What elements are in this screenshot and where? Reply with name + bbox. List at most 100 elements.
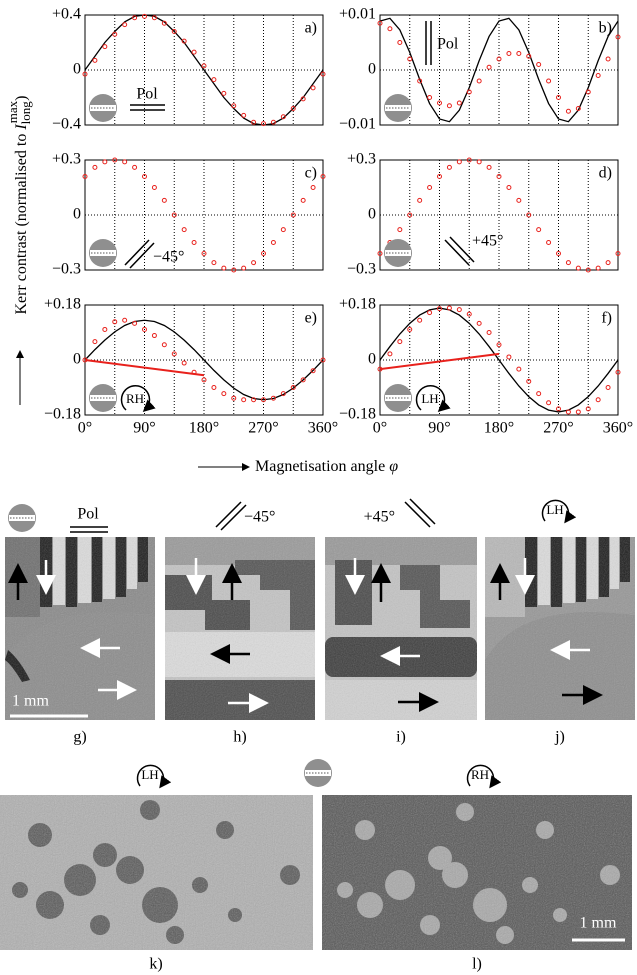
annotation: LH [421,391,438,406]
panel-label: j) [554,729,565,746]
data-point [388,352,392,356]
pol-symbol [426,21,431,65]
data-point [162,198,166,202]
setting-label: −45° [244,509,275,526]
y-tick-label: 0 [368,351,376,368]
data-point [398,340,402,344]
data-point [487,65,491,69]
data-point [566,261,570,265]
y-tick-label: −0.3 [347,261,376,278]
data-point [457,308,461,312]
pol-symbol [216,502,246,530]
data-point [93,340,97,344]
data-point [447,165,451,169]
data-point [547,241,551,245]
setup-icon [89,94,117,122]
data-point [438,101,442,105]
x-axis-label: Magnetisation angle φ [255,458,398,475]
annotation: Pol [136,86,158,103]
y-tick-label: −0.01 [339,116,376,133]
setup-icon [8,504,36,532]
x-tick-label: 90° [133,420,155,437]
setting-label: LH [141,767,158,782]
x-tick-label: 360° [308,420,338,437]
data-point [507,355,511,359]
setting-label: RH [471,767,489,782]
data-point [242,398,246,402]
panel-label: h) [233,729,246,746]
data-point [418,318,422,322]
pol-symbol [405,499,435,527]
y-tick-label: 0 [73,206,81,223]
setup-icon [89,384,117,412]
data-point [517,198,521,202]
data-point [93,58,97,62]
x-label-var: φ [389,458,398,475]
micrograph-h [165,537,315,720]
x-tick-label: 180° [189,420,219,437]
data-point [537,392,541,396]
scale-label: 1 mm [580,915,617,932]
data-point [242,113,246,117]
x-tick-label: 360° [603,420,633,437]
y-tick-label: +0.4 [52,6,81,23]
data-point [576,410,580,414]
data-point [398,41,402,45]
data-point [212,386,216,390]
data-point [428,96,432,100]
y-label-text: Kerr contrast (normalised to [13,130,30,315]
data-point [457,101,461,105]
data-point [182,228,186,232]
data-point [123,318,127,322]
y-axis-label: Kerr contrast (normalised to Ilongmax) [5,96,33,315]
data-point [537,228,541,232]
data-point [281,228,285,232]
data-point [487,165,491,169]
x-tick-label: 270° [248,420,278,437]
data-point [507,52,511,56]
data-point [192,241,196,245]
panel-label: a) [305,20,317,37]
y-tick-label: 0 [73,351,81,368]
data-point [517,367,521,371]
data-point [517,52,521,56]
data-point [606,261,610,265]
data-point [222,91,226,95]
data-point [596,398,600,402]
micrograph-k [0,795,313,950]
panel-label: g) [73,729,86,746]
data-point [606,386,610,390]
x-label-text: Magnetisation angle [255,458,389,475]
data-point [418,198,422,202]
x-tick-label: 90° [428,420,450,437]
setup-icon [89,239,117,267]
y-tick-label: 0 [368,206,376,223]
pol-symbol [70,527,108,532]
data-point [123,23,127,27]
data-point [606,57,610,61]
setup-icon [384,239,412,267]
figure: Kerr contrast (normalised to Ilongmax) M… [0,0,637,975]
annotation: −45° [153,249,184,266]
panel-label: f) [601,310,612,327]
data-point [477,79,481,83]
data-point [152,334,156,338]
y-label-sup: max [5,100,20,123]
data-point [311,186,315,190]
y-tick-label: +0.18 [44,296,81,313]
data-point [487,331,491,335]
setup-icon [384,94,412,122]
micrograph-j [485,537,635,720]
data-point [311,86,315,90]
annotation: Pol [437,36,459,53]
data-point [182,361,186,365]
y-label-close: ) [13,96,30,101]
setting-label: +45° [364,509,395,526]
data-point [477,321,481,325]
data-point [398,228,402,232]
panel-label: e) [305,310,317,327]
data-point [152,186,156,190]
y-tick-label: +0.18 [339,296,376,313]
x-tick-label: 270° [543,420,573,437]
data-point [192,50,196,54]
